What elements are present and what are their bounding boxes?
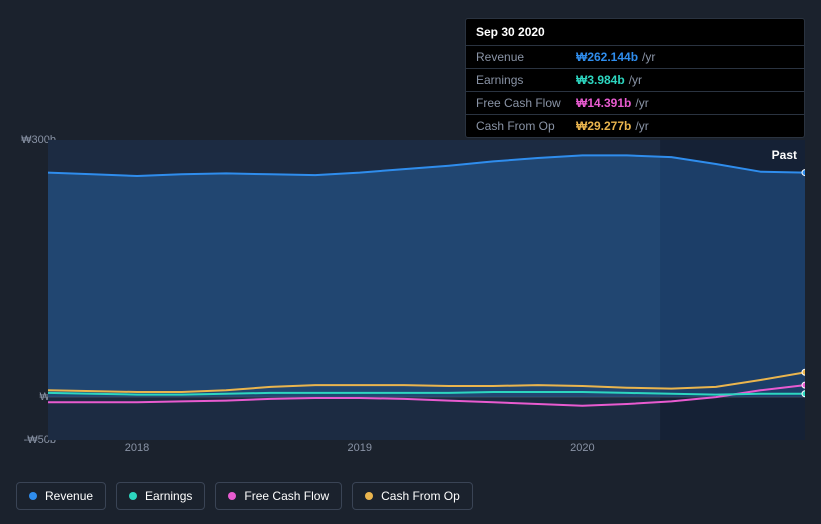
legend-item[interactable]: Revenue bbox=[16, 482, 106, 510]
legend-dot-icon bbox=[365, 492, 373, 500]
financials-chart: ₩300b₩0-₩50b Past 201820192020 bbox=[16, 120, 805, 460]
legend-item[interactable]: Earnings bbox=[116, 482, 205, 510]
legend-label: Earnings bbox=[145, 489, 192, 503]
tooltip-row: Earnings₩3.984b/yr bbox=[466, 68, 804, 91]
tooltip-value: ₩262.144b bbox=[576, 50, 638, 64]
chart-legend: Revenue Earnings Free Cash Flow Cash From O… bbox=[16, 482, 473, 510]
legend-label: Cash From Op bbox=[381, 489, 460, 503]
legend-dot-icon bbox=[228, 492, 236, 500]
legend-item[interactable]: Free Cash Flow bbox=[215, 482, 342, 510]
tooltip-unit: /yr bbox=[635, 96, 648, 110]
x-axis-tick: 2019 bbox=[347, 442, 371, 454]
legend-item[interactable]: Cash From Op bbox=[352, 482, 473, 510]
tooltip-label: Free Cash Flow bbox=[476, 96, 576, 110]
chart-svg bbox=[48, 140, 805, 440]
legend-label: Revenue bbox=[45, 489, 93, 503]
past-badge: Past bbox=[772, 148, 797, 162]
tooltip-unit: /yr bbox=[642, 50, 655, 64]
tooltip-row: Revenue₩262.144b/yr bbox=[466, 45, 804, 68]
tooltip-row: Free Cash Flow₩14.391b/yr bbox=[466, 91, 804, 114]
tooltip-date: Sep 30 2020 bbox=[466, 19, 804, 45]
x-axis-tick: 2018 bbox=[125, 442, 149, 454]
tooltip-label: Revenue bbox=[476, 50, 576, 64]
tooltip-value: ₩14.391b bbox=[576, 96, 631, 110]
tooltip-unit: /yr bbox=[629, 73, 642, 87]
legend-dot-icon bbox=[29, 492, 37, 500]
tooltip-value: ₩3.984b bbox=[576, 73, 625, 87]
legend-label: Free Cash Flow bbox=[244, 489, 329, 503]
plot-area[interactable]: Past bbox=[48, 140, 805, 440]
x-axis-labels: 2018 2019 2020 bbox=[48, 440, 805, 460]
legend-dot-icon bbox=[129, 492, 137, 500]
x-axis-tick: 2020 bbox=[570, 442, 594, 454]
tooltip-label: Earnings bbox=[476, 73, 576, 87]
